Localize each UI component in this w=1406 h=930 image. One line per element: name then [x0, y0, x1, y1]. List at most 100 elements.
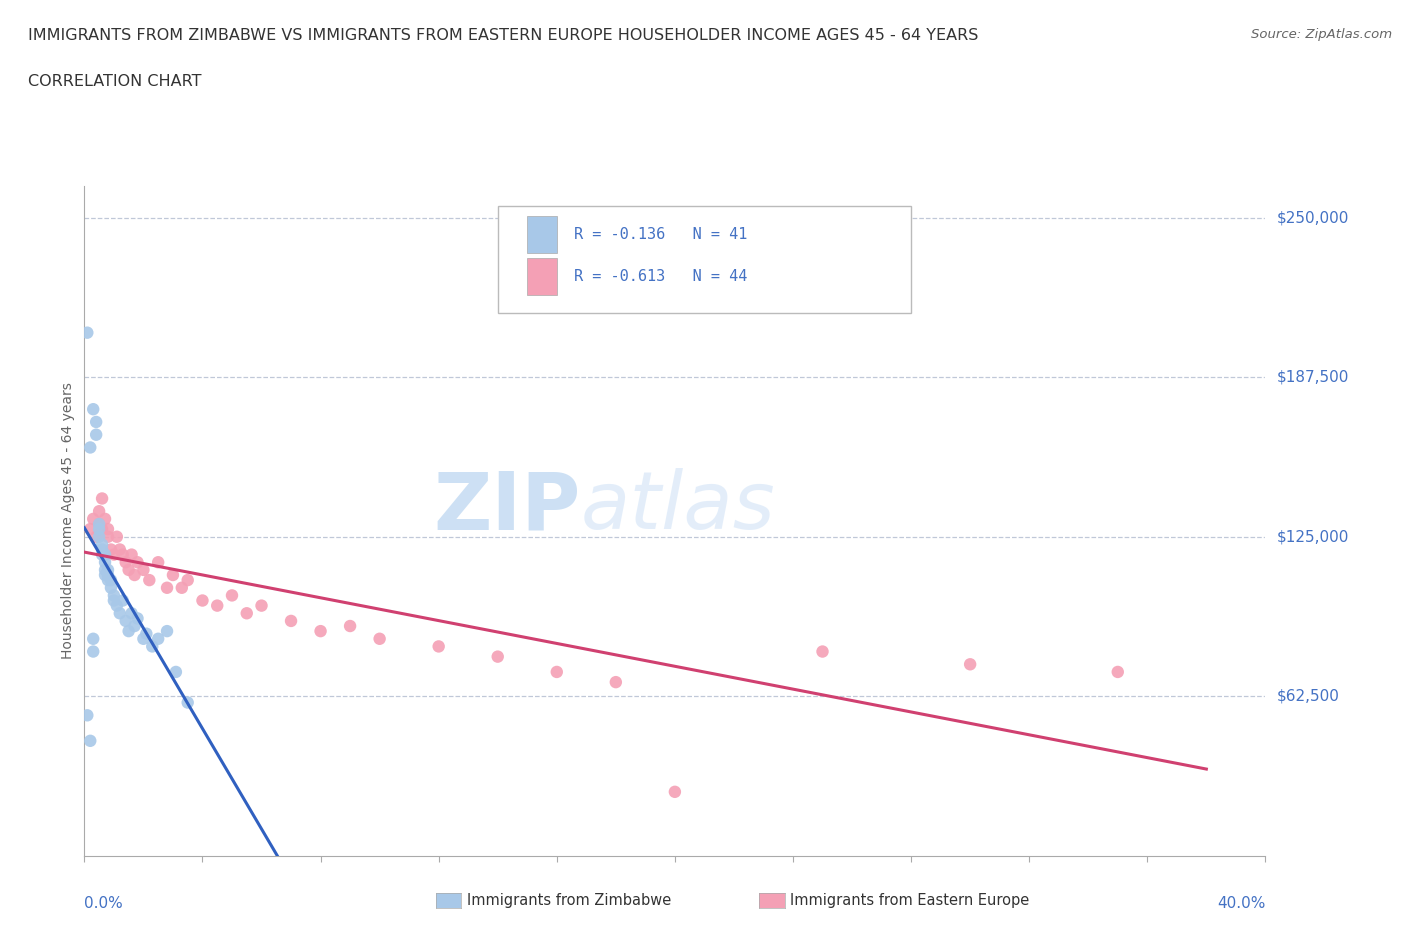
- Point: [111, 547, 134, 562]
- Point: [79, 734, 101, 749]
- Point: [82, 644, 104, 659]
- Point: [138, 573, 160, 588]
- Text: $250,000: $250,000: [1277, 210, 1348, 225]
- Point: [235, 605, 259, 620]
- Text: Immigrants from Eastern Europe: Immigrants from Eastern Europe: [790, 893, 1029, 908]
- Point: [100, 573, 122, 588]
- Point: [1107, 665, 1129, 680]
- Point: [368, 631, 391, 646]
- Point: [170, 580, 193, 595]
- Point: [97, 573, 120, 588]
- Text: ZIP: ZIP: [433, 469, 581, 547]
- Point: [427, 639, 450, 654]
- Text: atlas: atlas: [581, 469, 775, 547]
- Point: [127, 611, 149, 626]
- Point: [105, 529, 128, 544]
- Text: CORRELATION CHART: CORRELATION CHART: [28, 74, 201, 89]
- Point: [177, 573, 200, 588]
- Point: [97, 563, 120, 578]
- Point: [114, 614, 136, 629]
- Point: [959, 657, 981, 671]
- Point: [121, 547, 143, 562]
- Point: [91, 542, 114, 557]
- Point: [94, 555, 117, 570]
- Point: [165, 665, 187, 680]
- Point: [94, 567, 117, 582]
- Text: $125,000: $125,000: [1277, 529, 1348, 544]
- Point: [664, 784, 686, 799]
- Point: [111, 593, 134, 608]
- Text: $187,500: $187,500: [1277, 370, 1348, 385]
- Text: Source: ZipAtlas.com: Source: ZipAtlas.com: [1251, 28, 1392, 41]
- Point: [162, 567, 184, 582]
- Point: [76, 708, 98, 723]
- Point: [205, 598, 228, 613]
- Point: [156, 624, 179, 639]
- Point: [148, 555, 170, 570]
- Point: [91, 522, 114, 537]
- Point: [82, 631, 104, 646]
- Point: [132, 631, 155, 646]
- Point: [177, 695, 200, 710]
- Point: [486, 649, 509, 664]
- Point: [141, 639, 163, 654]
- Text: R = -0.136   N = 41: R = -0.136 N = 41: [575, 227, 748, 242]
- Point: [84, 427, 107, 442]
- Point: [124, 567, 146, 582]
- Point: [811, 644, 834, 659]
- Point: [87, 516, 111, 531]
- Point: [97, 522, 120, 537]
- Point: [76, 326, 98, 340]
- Text: R = -0.613   N = 44: R = -0.613 N = 44: [575, 270, 748, 285]
- Point: [221, 588, 243, 603]
- Point: [100, 542, 122, 557]
- Point: [135, 626, 157, 641]
- Point: [79, 440, 101, 455]
- Text: 40.0%: 40.0%: [1218, 896, 1265, 910]
- Bar: [527, 259, 557, 296]
- Bar: [527, 217, 557, 253]
- Point: [118, 563, 141, 578]
- Point: [121, 605, 143, 620]
- Point: [605, 674, 627, 689]
- Point: [118, 624, 141, 639]
- Point: [546, 665, 568, 680]
- Point: [82, 402, 104, 417]
- Point: [309, 624, 332, 639]
- Point: [79, 522, 101, 537]
- Point: [103, 593, 125, 608]
- Point: [94, 512, 117, 526]
- Point: [87, 504, 111, 519]
- Text: 0.0%: 0.0%: [84, 896, 124, 910]
- Point: [114, 555, 136, 570]
- Point: [103, 588, 125, 603]
- Text: IMMIGRANTS FROM ZIMBABWE VS IMMIGRANTS FROM EASTERN EUROPE HOUSEHOLDER INCOME AG: IMMIGRANTS FROM ZIMBABWE VS IMMIGRANTS F…: [28, 28, 979, 43]
- Point: [156, 580, 179, 595]
- Point: [250, 598, 273, 613]
- Point: [108, 605, 131, 620]
- Point: [280, 614, 302, 629]
- Point: [124, 618, 146, 633]
- Point: [87, 516, 111, 531]
- Text: $62,500: $62,500: [1277, 689, 1340, 704]
- Point: [132, 563, 155, 578]
- Point: [84, 415, 107, 430]
- Point: [191, 593, 214, 608]
- Point: [108, 542, 131, 557]
- Point: [103, 547, 125, 562]
- Point: [91, 547, 114, 562]
- Point: [148, 631, 170, 646]
- Point: [339, 618, 361, 633]
- Point: [97, 529, 120, 544]
- Point: [94, 547, 117, 562]
- Point: [91, 491, 114, 506]
- Point: [97, 567, 120, 582]
- Point: [87, 522, 111, 537]
- Point: [91, 537, 114, 551]
- Point: [100, 580, 122, 595]
- Point: [105, 598, 128, 613]
- Point: [82, 512, 104, 526]
- Point: [87, 529, 111, 544]
- Text: Immigrants from Zimbabwe: Immigrants from Zimbabwe: [467, 893, 671, 908]
- Point: [94, 563, 117, 578]
